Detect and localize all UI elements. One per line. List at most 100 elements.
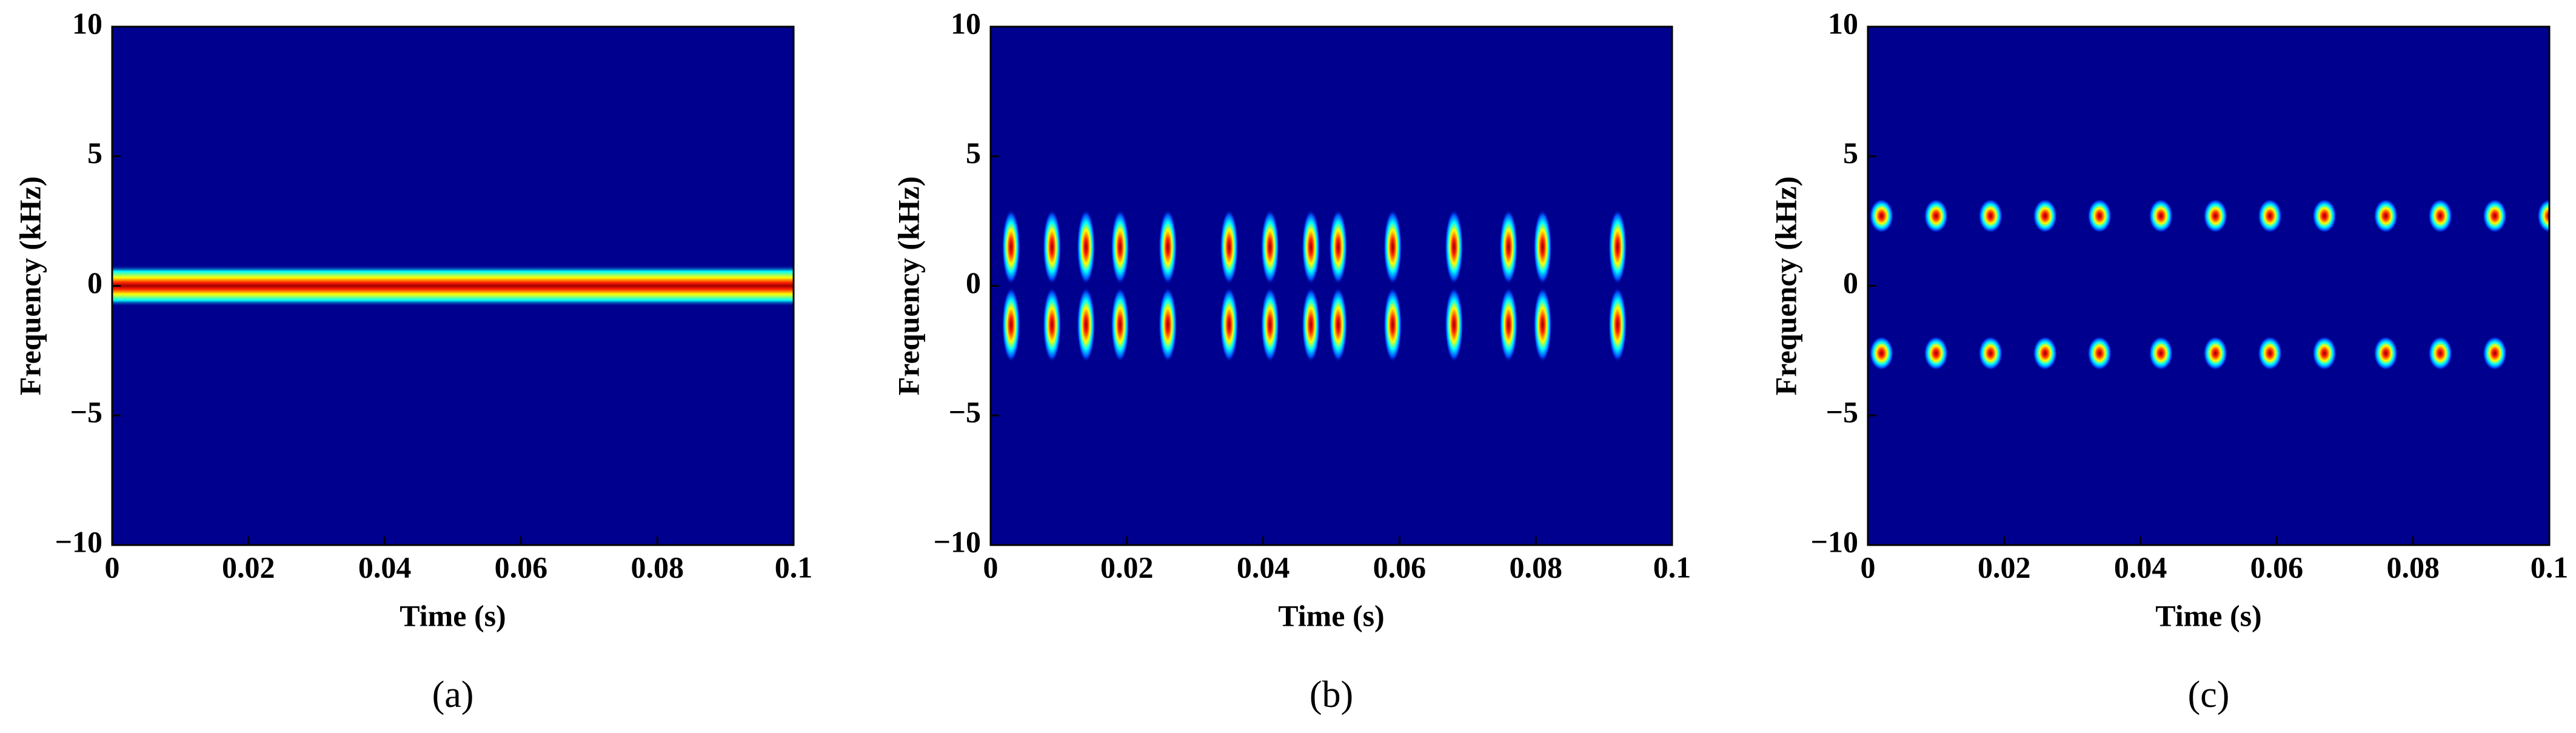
- x-tick-label: 0.1: [2531, 550, 2569, 584]
- energy-blob: [1111, 287, 1129, 363]
- energy-blob: [1869, 199, 1894, 233]
- energy-blob: [1043, 287, 1062, 363]
- energy-blob: [1608, 209, 1627, 285]
- energy-blob: [1329, 209, 1348, 285]
- energy-blob: [1445, 287, 1464, 363]
- energy-blob: [2483, 336, 2507, 370]
- energy-blob: [1533, 287, 1552, 363]
- y-tick-label: −10: [55, 524, 103, 558]
- x-tick-label: 0.06: [1373, 550, 1427, 584]
- energy-blob: [2203, 199, 2228, 233]
- chart: 0 0.02 0.04 0.06 0.08 0.1 −10 −5 0 5 10 Time (s) Fre…: [13, 6, 812, 715]
- energy-blob: [1924, 336, 1949, 370]
- energy-blob: [1043, 209, 1062, 285]
- energy-blob: [2374, 199, 2398, 233]
- energy-blob: [2087, 336, 2112, 370]
- y-tick-label: −10: [934, 524, 982, 558]
- caption: (c): [2188, 674, 2230, 715]
- y-tick-label: 0: [1843, 266, 1858, 300]
- energy-blob: [2258, 336, 2283, 370]
- y-axis-label: Frequency (kHz): [891, 176, 925, 396]
- energy-blob: [2312, 336, 2337, 370]
- x-tick-label: 0.04: [358, 550, 412, 584]
- energy-blob: [1077, 209, 1096, 285]
- y-tick-label: 0: [966, 266, 981, 300]
- energy-blob: [2033, 336, 2058, 370]
- x-tick-label: 0.02: [1978, 550, 2031, 584]
- energy-blob: [1869, 336, 1894, 370]
- energy-blob: [1445, 209, 1464, 285]
- x-tick-label: 0: [1861, 550, 1876, 584]
- marks: [1869, 199, 2549, 370]
- energy-blob: [2374, 336, 2398, 370]
- y-tick-label: −10: [1811, 524, 1859, 558]
- x-tick-label: 0.06: [2250, 550, 2304, 584]
- energy-blob: [1924, 199, 1949, 233]
- energy-blob: [1978, 199, 2003, 233]
- energy-blob: [1002, 287, 1020, 363]
- energy-blob: [1159, 287, 1177, 363]
- energy-blob: [1077, 287, 1096, 363]
- x-tick-label: 0.02: [222, 550, 275, 584]
- energy-blob: [2428, 336, 2453, 370]
- energy-blob: [1608, 287, 1627, 363]
- energy-blob: [2428, 199, 2453, 233]
- energy-blob: [1220, 287, 1239, 363]
- y-tick-label: −5: [949, 395, 982, 429]
- energy-blob: [2312, 199, 2337, 233]
- marks: [1002, 209, 1627, 363]
- energy-blob: [1383, 287, 1402, 363]
- plot-background: [1868, 27, 2549, 545]
- x-tick-label: 0.1: [1653, 550, 1691, 584]
- energy-blob: [1220, 209, 1239, 285]
- plot-background: [991, 27, 1672, 545]
- energy-blob: [1383, 209, 1402, 285]
- y-tick-label: 5: [1843, 136, 1858, 170]
- y-tick-label: 5: [966, 136, 981, 170]
- chart: 0 0.02 0.04 0.06 0.08 0.1 −10 −5 0 5 10 Time (s) Fre…: [891, 6, 1691, 715]
- x-tick-label: 0.02: [1100, 550, 1154, 584]
- energy-blob: [1978, 336, 2003, 370]
- x-axis-label: Time (s): [1278, 598, 1384, 632]
- energy-blob: [1002, 209, 1020, 285]
- energy-blob: [2203, 336, 2228, 370]
- y-axis-label: Frequency (kHz): [13, 176, 47, 396]
- marks: [112, 265, 794, 307]
- y-tick-label: 10: [951, 6, 981, 40]
- y-tick-label: −5: [70, 395, 103, 429]
- x-axis-label: Time (s): [400, 598, 506, 632]
- x-tick-label: 0.08: [631, 550, 684, 584]
- y-tick-label: 5: [87, 136, 102, 170]
- energy-blob: [2087, 199, 2112, 233]
- y-tick-label: 0: [87, 266, 102, 300]
- caption: (a): [432, 674, 474, 715]
- x-tick-label: 0: [105, 550, 120, 584]
- x-tick-label: 0.1: [775, 550, 813, 584]
- energy-blob: [1329, 287, 1348, 363]
- x-tick-label: 0.04: [2114, 550, 2167, 584]
- x-tick-label: 0.08: [2386, 550, 2440, 584]
- y-axis-label: Frequency (kHz): [1768, 176, 1802, 396]
- energy-blob: [1499, 287, 1518, 363]
- energy-blob: [2258, 199, 2283, 233]
- energy-blob: [2149, 199, 2173, 233]
- x-axis-label: Time (s): [2155, 598, 2261, 632]
- energy-blob: [2033, 199, 2058, 233]
- energy-blob: [1499, 209, 1518, 285]
- y-tick-label: −5: [1826, 395, 1859, 429]
- chart: 0 0.02 0.04 0.06 0.08 0.1 −10 −5 0 5 10 Time (s) Fre…: [1768, 6, 2568, 715]
- energy-blob: [1533, 209, 1552, 285]
- energy-blob: [1302, 209, 1320, 285]
- energy-blob: [1260, 209, 1279, 285]
- energy-blob: [2537, 199, 2549, 233]
- caption: (b): [1310, 674, 1353, 715]
- energy-blob: [1302, 287, 1320, 363]
- energy-blob: [1159, 209, 1177, 285]
- energy-blob: [2149, 336, 2173, 370]
- x-tick-label: 0.06: [495, 550, 548, 584]
- band-glow: [112, 265, 794, 307]
- x-tick-label: 0.04: [1237, 550, 1290, 584]
- y-tick-label: 10: [1828, 6, 1858, 40]
- x-tick-label: 0.08: [1509, 550, 1562, 584]
